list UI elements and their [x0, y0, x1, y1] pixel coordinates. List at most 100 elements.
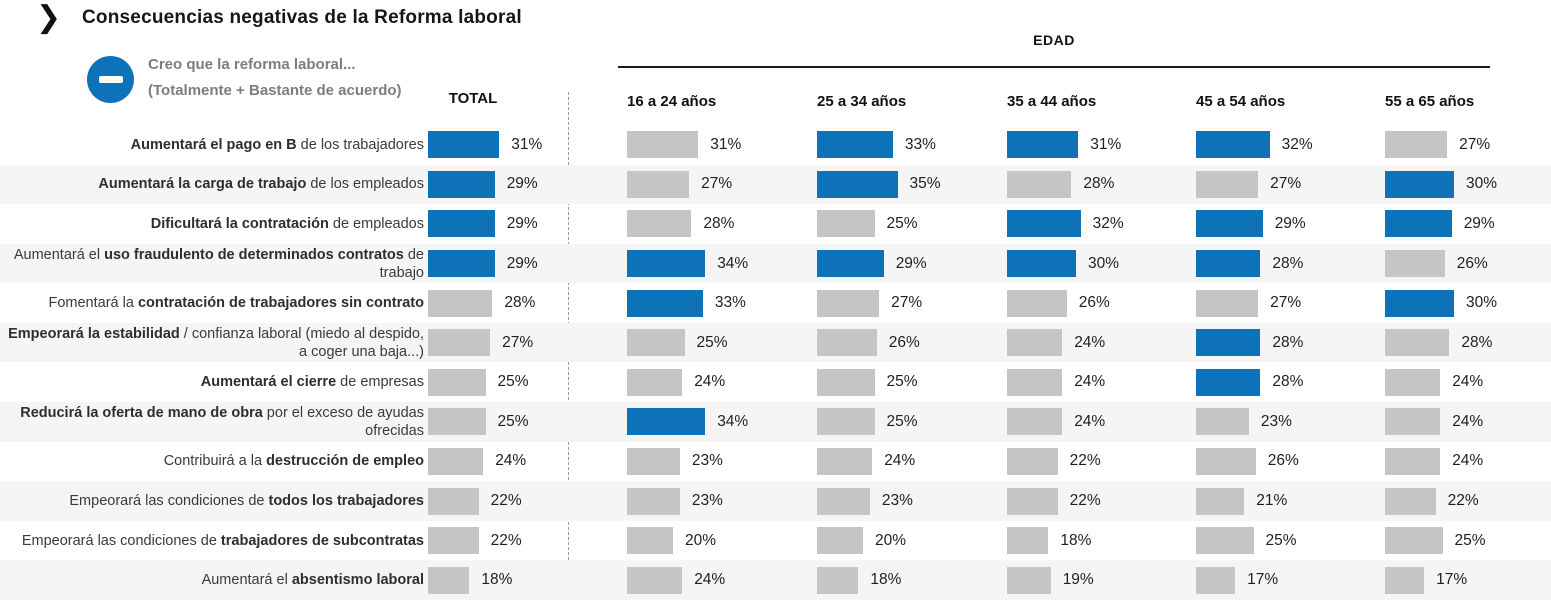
- bar: [1385, 566, 1425, 594]
- bar-cell: 27%: [1196, 165, 1301, 205]
- column-header-total: TOTAL: [448, 90, 498, 107]
- row-label: Aumentará el cierre de empresas: [200, 374, 424, 391]
- bar-value: 19%: [1062, 571, 1094, 589]
- bar-cell: 23%: [627, 442, 723, 482]
- bar: [428, 527, 479, 555]
- bar-cell: 25%: [817, 402, 918, 442]
- bar-cell: 25%: [627, 323, 728, 363]
- bar-cell: 26%: [1385, 244, 1488, 284]
- bar: [1007, 408, 1063, 436]
- bar-cell: 28%: [1196, 244, 1303, 284]
- bar-value: 31%: [511, 135, 543, 153]
- bar-cell: 29%: [1196, 204, 1306, 244]
- bar-highlighted: [627, 289, 703, 317]
- bar-cell: 18%: [428, 560, 512, 600]
- bar-cell: 27%: [817, 283, 922, 323]
- bar-value: 33%: [904, 135, 936, 153]
- bar-cell: 24%: [1385, 442, 1483, 482]
- bar-cell: 28%: [1196, 363, 1303, 403]
- bar-value: 34%: [717, 412, 749, 430]
- bar-value: 27%: [502, 333, 534, 351]
- bar-value: 18%: [870, 571, 902, 589]
- bar-cell: 26%: [1007, 283, 1110, 323]
- bar-value: 27%: [891, 294, 923, 312]
- bar-value: 25%: [497, 373, 529, 391]
- table-row: Aumentará el absentismo laboral 18% 24% 18%…: [0, 560, 1551, 600]
- minus-icon: [87, 56, 134, 103]
- bar-highlighted: [817, 250, 884, 278]
- bar-value: 24%: [1074, 333, 1106, 351]
- bar-cell: 35%: [817, 165, 941, 205]
- bar-highlighted: [428, 170, 495, 198]
- bar-value: 22%: [490, 531, 522, 549]
- bar-highlighted: [817, 170, 898, 198]
- bar: [428, 289, 493, 317]
- bar-value: 25%: [886, 214, 918, 232]
- bar-cell: 28%: [627, 204, 734, 244]
- bar-cell: 17%: [1196, 560, 1278, 600]
- bar-value: 26%: [888, 333, 920, 351]
- bar: [1007, 447, 1058, 475]
- bar: [817, 566, 859, 594]
- bar-value: 21%: [1256, 492, 1288, 510]
- bar-value: 26%: [1078, 294, 1110, 312]
- bar: [817, 210, 875, 238]
- bar: [1385, 527, 1443, 555]
- bar-value: 28%: [504, 294, 536, 312]
- bar: [1007, 170, 1072, 198]
- bar-value: 27%: [701, 175, 733, 193]
- bar: [428, 408, 486, 436]
- bar-value: 27%: [1270, 175, 1302, 193]
- row-label: Aumentará el uso fraudulento de determin…: [13, 246, 424, 281]
- bar-cell: 32%: [1196, 125, 1313, 165]
- table-row: Reducirá la oferta de mano de obra por e…: [0, 402, 1551, 442]
- bar-cell: 22%: [1385, 481, 1479, 521]
- bar-cell: 24%: [1385, 402, 1483, 442]
- bar-cell: 18%: [817, 560, 901, 600]
- bar-highlighted: [1196, 250, 1261, 278]
- bar-value: 23%: [881, 492, 913, 510]
- bar: [1196, 527, 1254, 555]
- bar: [627, 447, 680, 475]
- table-row: Aumentará la carga de trabajo de los emp…: [0, 164, 1551, 205]
- column-header-age-0: 16 a 24 años: [627, 93, 717, 110]
- chevron-right-icon: ❯: [36, 1, 62, 34]
- bar-cell: 24%: [627, 363, 725, 403]
- bar-highlighted: [627, 408, 706, 436]
- table-row: Aumentará el cierre de empresas 25% 24% 25%…: [0, 363, 1551, 403]
- bar-cell: 29%: [428, 204, 538, 244]
- bar: [817, 408, 875, 436]
- bar-value: 23%: [1260, 412, 1292, 430]
- bar-value: 18%: [1060, 531, 1092, 549]
- bar-cell: 20%: [817, 521, 906, 561]
- bar-highlighted: [1385, 170, 1454, 198]
- bar-highlighted: [1007, 210, 1081, 238]
- bar-value: 25%: [696, 333, 728, 351]
- edad-underline: [618, 66, 1490, 68]
- bar-value: 28%: [1461, 333, 1493, 351]
- bar: [1196, 566, 1236, 594]
- bar-cell: 20%: [627, 521, 716, 561]
- column-header-age-3: 45 a 54 años: [1196, 93, 1286, 110]
- bar-value: 26%: [1456, 254, 1488, 272]
- bar: [1007, 566, 1051, 594]
- row-label: Reducirá la oferta de mano de obra por e…: [20, 404, 424, 439]
- bar-value: 33%: [714, 294, 746, 312]
- bar-value: 32%: [1281, 135, 1313, 153]
- bar: [817, 527, 863, 555]
- bar-value: 22%: [490, 492, 522, 510]
- bar-value: 29%: [506, 254, 538, 272]
- bar-value: 27%: [1459, 135, 1491, 153]
- bar-cell: 27%: [1385, 125, 1490, 165]
- bar-cell: 31%: [1007, 125, 1121, 165]
- bar-value: 24%: [694, 571, 726, 589]
- bar-cell: 28%: [1196, 323, 1303, 363]
- bar: [428, 487, 479, 515]
- bar-cell: 21%: [1196, 481, 1287, 521]
- row-label: Empeorará las condiciones de trabajadore…: [21, 532, 424, 549]
- bar: [1385, 131, 1448, 159]
- bar-value: 31%: [1090, 135, 1122, 153]
- bar: [1385, 250, 1445, 278]
- column-header-age-4: 55 a 65 años: [1385, 93, 1475, 110]
